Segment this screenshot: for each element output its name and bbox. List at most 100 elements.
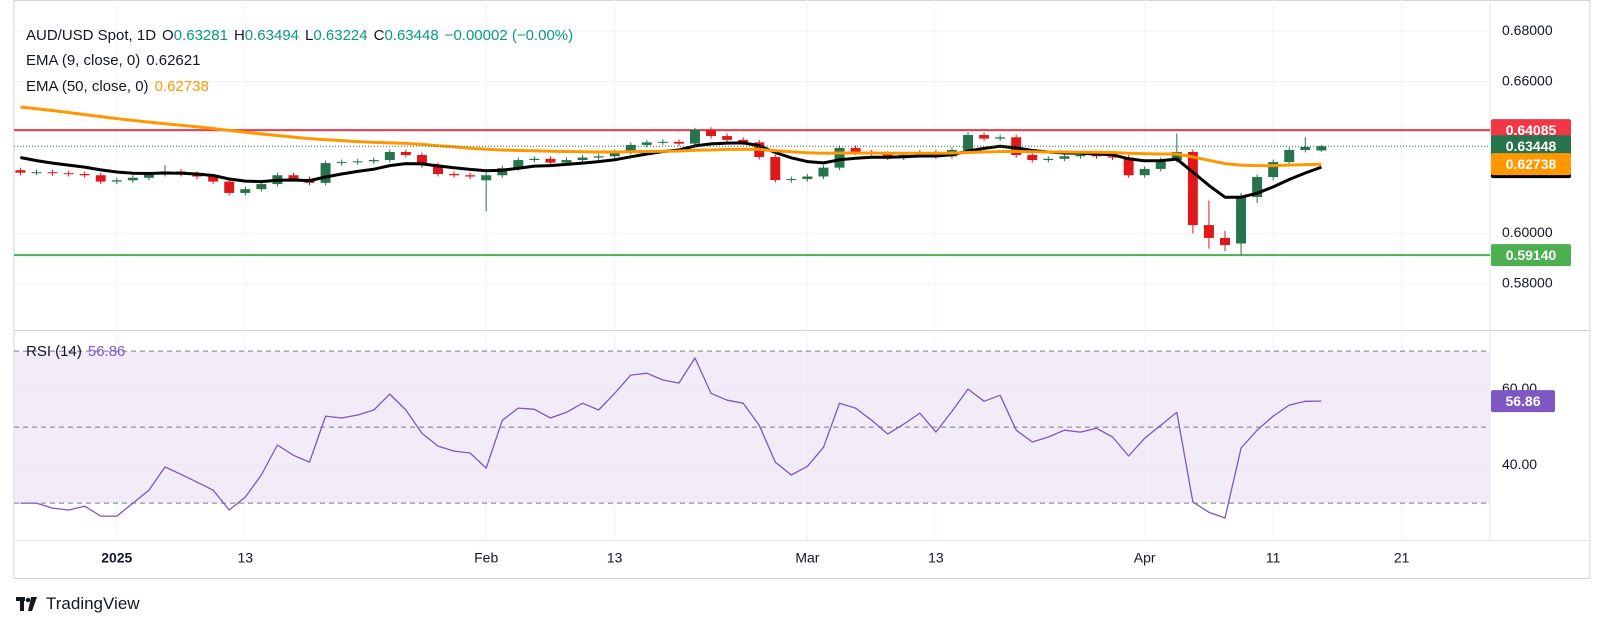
candle-body — [1187, 151, 1198, 226]
candle-body — [1075, 155, 1086, 157]
candle-body — [673, 141, 684, 144]
candle-body — [1203, 225, 1214, 238]
candle-body — [545, 158, 556, 163]
candle-body — [143, 173, 154, 178]
candle-body — [63, 173, 74, 175]
symbol-title: AUD/USD Spot, 1D — [26, 27, 157, 44]
series-line — [20, 105, 1322, 168]
ohlc-item: L0.63224 — [305, 27, 368, 44]
candle-body — [561, 160, 572, 163]
candle-body — [529, 158, 540, 161]
candle-body — [481, 175, 492, 181]
x-tick-label: 2025 — [101, 550, 132, 566]
candle-body — [111, 180, 122, 182]
candle-body — [336, 162, 347, 164]
candle-body — [240, 189, 251, 193]
candle-body — [368, 160, 379, 162]
candle-body — [995, 137, 1006, 139]
series-tag: 0.62738 — [1506, 156, 1557, 172]
y-tick-label: 0.66000 — [1502, 72, 1553, 88]
change: −0.00002 (−0.00%) — [444, 27, 574, 44]
candle-body — [288, 175, 299, 180]
series-tag-bg — [1491, 390, 1555, 413]
candle-body — [513, 160, 524, 169]
last-price-tag-bg — [1491, 135, 1571, 158]
candle-body — [256, 184, 267, 190]
candle-body — [657, 141, 668, 143]
x-tick-label: Apr — [1134, 550, 1156, 566]
candle-body — [15, 170, 26, 173]
x-tick-label: 13 — [607, 550, 623, 566]
candle-body — [834, 147, 845, 168]
candle-body — [416, 155, 427, 166]
legend-name: EMA (50, close, 0) — [26, 78, 149, 95]
candle-body — [1155, 160, 1166, 169]
ohlc-item: C0.63448 — [374, 27, 439, 44]
rsi-legend: RSI (14) 56.86 — [26, 343, 125, 360]
candle-body — [47, 172, 58, 174]
ohlc-label: O — [162, 27, 174, 44]
level-tag: 0.64085 — [1506, 122, 1557, 138]
brand-name: TradingView — [46, 594, 140, 613]
candle-body — [224, 181, 235, 193]
candle-body — [31, 172, 42, 174]
candle-body — [1027, 155, 1038, 161]
candle-body — [320, 163, 331, 183]
ohlc-value: 0.63281 — [173, 27, 228, 44]
candle-body — [625, 144, 636, 152]
brand: TradingView — [16, 594, 140, 614]
candle-body — [1268, 162, 1279, 178]
series-line — [20, 357, 1322, 519]
ohlc-label: L — [305, 27, 314, 44]
candle-body — [1107, 156, 1118, 158]
candle-body — [738, 139, 749, 143]
candle-body — [1059, 156, 1070, 159]
candle-body — [850, 147, 861, 153]
candle-body — [433, 165, 443, 174]
legend-value: 0.62738 — [154, 78, 209, 95]
candle-body — [1123, 157, 1134, 176]
ema-legend: EMA (50, close, 0) 0.62738 — [26, 78, 209, 95]
level-tag-bg — [1491, 244, 1571, 267]
candle-body — [1220, 237, 1230, 246]
brand-logo — [16, 597, 37, 611]
level-tag: 0.59140 — [1506, 247, 1557, 263]
candle-body — [1043, 158, 1054, 161]
candle-body — [1091, 155, 1102, 157]
candle-body — [722, 136, 733, 140]
legend-name: RSI (14) — [26, 343, 82, 360]
candle-body — [882, 153, 893, 158]
x-tick-label: 11 — [1266, 550, 1281, 566]
ohlc-item: H0.63494 — [234, 27, 299, 44]
candle-body — [706, 129, 717, 137]
candle-body — [593, 156, 604, 158]
x-tick-label: 21 — [1394, 550, 1410, 566]
candle-body — [1139, 168, 1150, 176]
candle-body — [609, 151, 620, 157]
ema-legend: EMA (9, close, 0) 0.62621 — [26, 52, 200, 69]
candle-body — [770, 157, 781, 181]
candle-body — [384, 151, 395, 161]
candle-body — [465, 175, 476, 177]
candle-body — [1236, 196, 1247, 244]
candle-body — [1252, 177, 1263, 197]
candle-body — [127, 177, 138, 181]
candle-body — [818, 167, 829, 177]
ohlc-value: 0.63494 — [244, 27, 300, 44]
y-tick-label: 0.60000 — [1502, 224, 1553, 240]
x-tick-label: 13 — [237, 550, 253, 566]
candle-body — [352, 161, 363, 163]
candle-body — [95, 175, 106, 182]
candle-body — [963, 135, 973, 150]
candle-body — [1284, 149, 1295, 163]
candle-body — [690, 129, 700, 144]
legend-value: 56.86 — [87, 343, 126, 360]
candle-body — [79, 173, 90, 176]
ohlc-label: H — [233, 27, 245, 44]
x-tick-label: 13 — [928, 550, 944, 566]
candle-body — [449, 173, 460, 176]
last-price-tag: 0.63448 — [1506, 138, 1557, 154]
candle-body — [641, 142, 652, 145]
